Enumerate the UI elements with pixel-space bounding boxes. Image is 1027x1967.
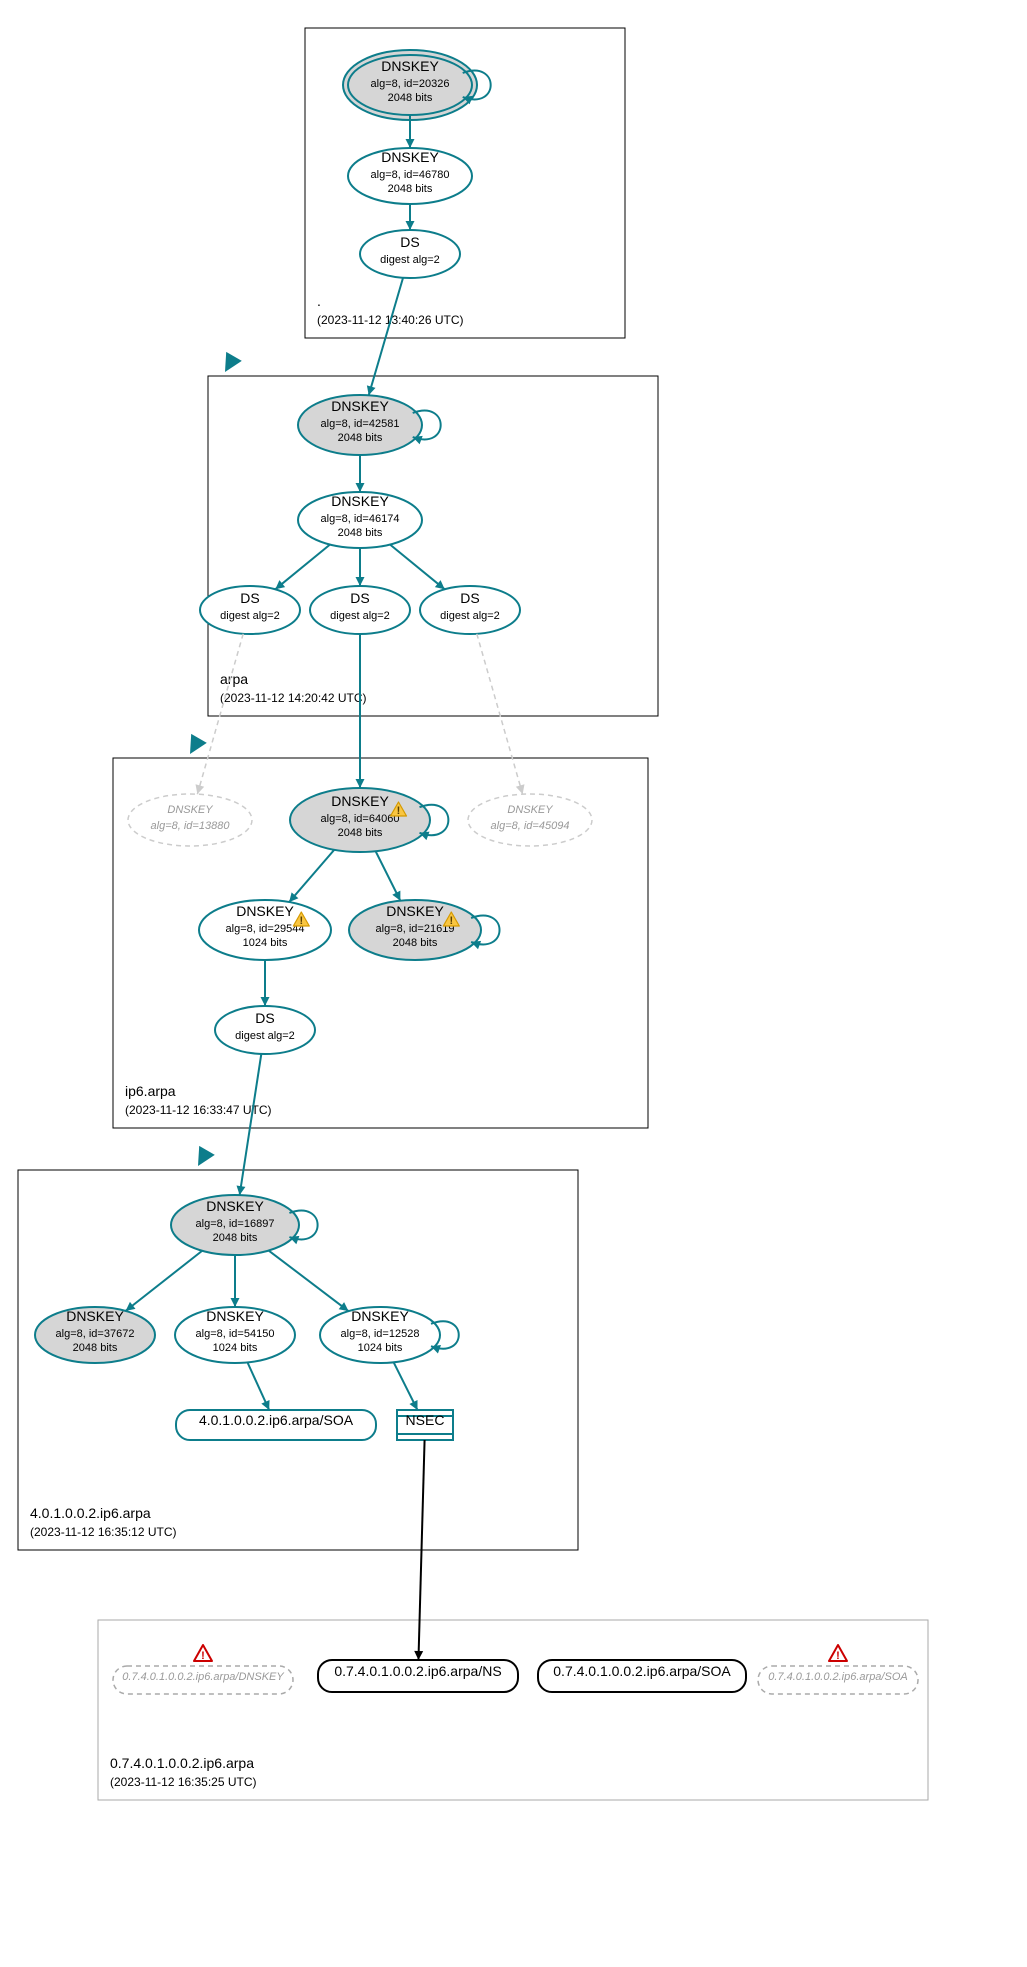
node-text: digest alg=2 bbox=[235, 1030, 295, 1042]
zone-time: (2023-11-12 14:20:42 UTC) bbox=[220, 691, 367, 705]
node-text: 2048 bits bbox=[338, 827, 383, 839]
node-text: alg=8, id=45094 bbox=[491, 820, 570, 832]
node-text: 0.7.4.0.1.0.0.2.ip6.arpa/SOA bbox=[768, 1671, 907, 1683]
svg-text:!: ! bbox=[397, 805, 401, 817]
node-text: DS bbox=[350, 590, 369, 606]
node-text: 1024 bits bbox=[243, 937, 288, 949]
node-text: DNSKEY bbox=[351, 1308, 409, 1324]
zone-label: ip6.arpa bbox=[125, 1083, 176, 1099]
zone-time: (2023-11-12 16:35:25 UTC) bbox=[110, 1775, 257, 1789]
zone-arpa bbox=[208, 376, 658, 716]
node-text: alg=8, id=46174 bbox=[321, 513, 400, 525]
node-text: alg=8, id=54150 bbox=[196, 1328, 275, 1340]
node-text: 2048 bits bbox=[338, 432, 383, 444]
node-text: alg=8, id=64060 bbox=[321, 813, 400, 825]
node-text: alg=8, id=37672 bbox=[56, 1328, 135, 1340]
node-text: DS bbox=[255, 1010, 274, 1026]
svg-text:!: ! bbox=[449, 915, 453, 927]
zone-label: . bbox=[317, 293, 321, 309]
zone-label: arpa bbox=[220, 671, 248, 687]
node-text: DNSKEY bbox=[331, 493, 389, 509]
node-text: DNSKEY bbox=[507, 804, 553, 816]
edge bbox=[275, 545, 330, 590]
edge bbox=[390, 545, 445, 590]
node-text: DNSKEY bbox=[381, 149, 439, 165]
node-text: 1024 bits bbox=[213, 1342, 258, 1354]
node-text: 2048 bits bbox=[393, 937, 438, 949]
node-text: 0.7.4.0.1.0.0.2.ip6.arpa/NS bbox=[334, 1663, 501, 1679]
node-text: 0.7.4.0.1.0.0.2.ip6.arpa/SOA bbox=[553, 1663, 731, 1679]
node-text: alg=8, id=20326 bbox=[371, 78, 450, 90]
node-text: DNSKEY bbox=[66, 1308, 124, 1324]
edge bbox=[369, 278, 403, 396]
zone-label: 0.7.4.0.1.0.0.2.ip6.arpa bbox=[110, 1755, 254, 1771]
node-text: DNSKEY bbox=[381, 58, 439, 74]
edge bbox=[269, 1251, 349, 1312]
zone-z07 bbox=[98, 1620, 928, 1800]
node-text: DNSKEY bbox=[236, 903, 294, 919]
node-text: alg=8, id=46780 bbox=[371, 169, 450, 181]
node-text: digest alg=2 bbox=[440, 610, 500, 622]
zone-label: 4.0.1.0.0.2.ip6.arpa bbox=[30, 1505, 151, 1521]
node-text: alg=8, id=42581 bbox=[321, 418, 400, 430]
node-text: DNSKEY bbox=[386, 903, 444, 919]
node-text: 4.0.1.0.0.2.ip6.arpa/SOA bbox=[199, 1412, 354, 1428]
node-text: alg=8, id=16897 bbox=[196, 1218, 275, 1230]
node-text: 2048 bits bbox=[388, 92, 433, 104]
zone-time: (2023-11-12 16:33:47 UTC) bbox=[125, 1103, 272, 1117]
node-text: 0.7.4.0.1.0.0.2.ip6.arpa/DNSKEY bbox=[122, 1671, 284, 1683]
edge bbox=[477, 634, 523, 794]
node-text: NSEC bbox=[406, 1412, 445, 1428]
node-text: alg=8, id=29544 bbox=[226, 923, 305, 935]
node-text: 2048 bits bbox=[213, 1232, 258, 1244]
node-text: DNSKEY bbox=[206, 1308, 264, 1324]
edge bbox=[197, 634, 243, 794]
node-text: 2048 bits bbox=[73, 1342, 118, 1354]
node-text: DNSKEY bbox=[167, 804, 213, 816]
node-text: alg=8, id=12528 bbox=[341, 1328, 420, 1340]
node-text: 2048 bits bbox=[388, 183, 433, 195]
node-text: alg=8, id=21619 bbox=[376, 923, 455, 935]
node-text: DS bbox=[240, 590, 259, 606]
node-text: DS bbox=[400, 234, 419, 250]
edge bbox=[126, 1251, 203, 1311]
node-text: DS bbox=[460, 590, 479, 606]
svg-text:!: ! bbox=[299, 915, 303, 927]
svg-text:!: ! bbox=[836, 1650, 840, 1662]
node-text: 2048 bits bbox=[338, 527, 383, 539]
node-text: digest alg=2 bbox=[330, 610, 390, 622]
node-text: digest alg=2 bbox=[380, 254, 440, 266]
node-text: alg=8, id=13880 bbox=[151, 820, 231, 832]
edge bbox=[240, 1054, 262, 1195]
node-text: DNSKEY bbox=[331, 398, 389, 414]
zone-time: (2023-11-12 16:35:12 UTC) bbox=[30, 1525, 177, 1539]
svg-text:!: ! bbox=[201, 1650, 205, 1662]
node-text: digest alg=2 bbox=[220, 610, 280, 622]
node-text: DNSKEY bbox=[331, 793, 389, 809]
node-text: 1024 bits bbox=[358, 1342, 403, 1354]
edge bbox=[289, 850, 334, 902]
dnssec-graph: .(2023-11-12 13:40:26 UTC)arpa(2023-11-1… bbox=[0, 0, 1027, 1967]
node-text: DNSKEY bbox=[206, 1198, 264, 1214]
